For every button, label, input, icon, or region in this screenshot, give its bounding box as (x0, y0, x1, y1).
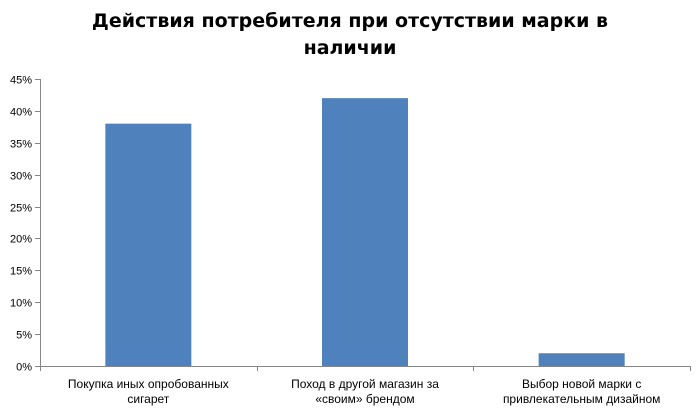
y-tick-label: 35% (10, 139, 32, 151)
x-category-label: Выбор новой марки с (522, 377, 641, 391)
x-category-label: привлекательным дизайном (503, 392, 660, 406)
y-tick-label: 20% (10, 234, 32, 246)
chart-title-line-1: Действия потребителя при отсутствии марк… (91, 10, 609, 32)
y-tick-label: 40% (10, 107, 32, 119)
y-tick-label: 45% (10, 75, 32, 87)
y-tick-label: 10% (10, 298, 32, 310)
x-category-label: Поход в другой магазин за (291, 377, 439, 391)
y-tick-label: 30% (10, 171, 32, 183)
axes (35, 79, 691, 371)
y-tick-label: 15% (10, 266, 32, 278)
bars (105, 98, 625, 367)
chart-title-line-2: наличии (303, 37, 397, 59)
y-tick-label: 5% (16, 330, 32, 342)
chart-title: Действия потребителя при отсутствии марк… (0, 8, 700, 62)
x-category-label: сигарет (127, 392, 169, 406)
bar-1 (105, 123, 192, 367)
bar-2 (322, 98, 408, 366)
y-tick-label: 0% (16, 362, 32, 374)
y-axis-tick-labels: 0% 5% 10% 15% 20% 25% 30% 35% 40% 45% (10, 75, 32, 374)
x-category-label: Покупка иных опробованных (68, 377, 229, 391)
bar-3 (538, 353, 625, 366)
y-tick-label: 25% (10, 203, 32, 215)
x-category-label: «своим» брендом (315, 392, 414, 406)
